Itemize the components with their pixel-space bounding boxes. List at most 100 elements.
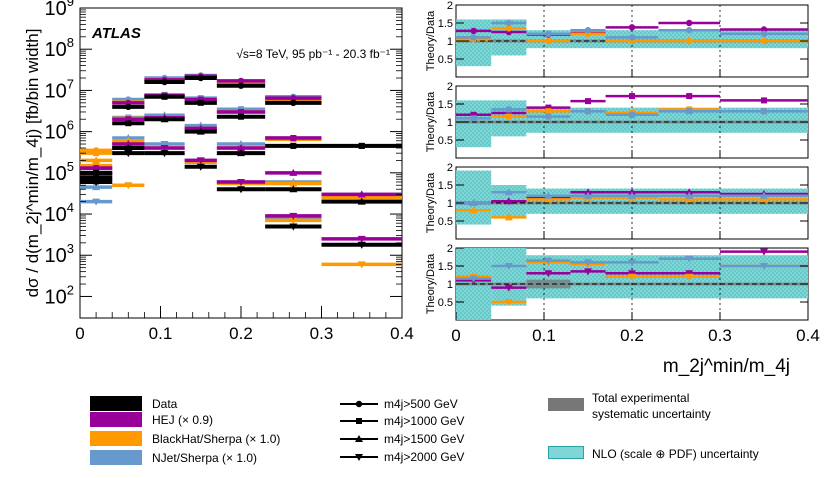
ratio-marker-1-2-0 [470, 115, 477, 122]
ratio-marker-2-0-5 [685, 188, 694, 196]
ratio-marker-1-0-6 [761, 97, 767, 104]
main-marker-1-2-5 [289, 168, 298, 176]
main-xtick-label-3: 0.3 [310, 324, 334, 343]
legend-label-data: Data [152, 397, 178, 411]
main-marker-3-2-0 [92, 183, 101, 191]
ratio-ytick-label-0-3: 2 [447, 0, 453, 12]
main-ytick-label-9: 109 [45, 0, 74, 20]
legend-marker-0 [355, 400, 363, 408]
ratio-panel-2: 0.5 1 1.5 2 Theory/Data [425, 162, 809, 240]
main-marker-1-2-4 [237, 144, 245, 152]
ratio-ytick-label-1-0: 0.5 [438, 135, 453, 147]
ratio-marker-2-2-2 [544, 191, 553, 199]
legend-swatch-blackhat [90, 431, 142, 446]
ratio-marker-1-2-1 [505, 106, 512, 113]
main-marker-0-2-2 [160, 115, 169, 123]
ratio-marker-1-0-1 [505, 110, 512, 116]
ratio-marker-0-2-5 [686, 27, 693, 34]
main-xtick-label-1: 0.1 [149, 324, 173, 343]
ratio-marker-3-0-5 [685, 270, 694, 278]
ratio-marker-3-2-2 [544, 257, 553, 265]
ratio-marker-2-1-2 [544, 195, 553, 203]
main-ytick-label-7: 107 [45, 76, 74, 102]
main-marker-0-1-0 [93, 169, 100, 176]
main-marker-1-2-6 [357, 190, 366, 198]
main-marker-0-2-6 [357, 197, 366, 205]
atlas-label: ATLAS [91, 25, 141, 42]
legend-markers [340, 400, 378, 461]
ratio-marker-0-0-0 [470, 27, 477, 35]
legend-marker-3 [355, 454, 363, 461]
ratio-marker-3-2-5 [685, 255, 694, 263]
ratio-marker-1-2-6 [761, 108, 767, 115]
ratio-xtick-label-4: 0.4 [796, 326, 820, 345]
main-ytick-label-4: 104 [45, 200, 74, 226]
legend-swatch-njet [90, 450, 142, 465]
main-ytick-exp-2: 2 [67, 282, 74, 297]
main-marker-0-1-2 [161, 93, 168, 100]
ratio-ylabel-1: Theory/Data [425, 91, 437, 152]
ratio-marker-3-1-5 [685, 273, 694, 281]
ratio-marker-1-0-4 [629, 93, 635, 100]
main-marker-0-3-6 [357, 241, 366, 249]
legend-swatch-hej [90, 412, 142, 427]
main-ytick-exp-9: 9 [67, 0, 74, 9]
ratio-marker-2-1-1 [504, 213, 513, 221]
main-marker-1-3-5 [289, 212, 298, 220]
main-marker-1-3-6 [357, 235, 366, 243]
ratio-marker-2-1-5 [685, 195, 694, 203]
ratio-ytick-label-0-2: 1.5 [438, 18, 453, 30]
ratio-marker-0-2-0 [470, 34, 477, 41]
legend-label-exp-2: systematic uncertainty [592, 407, 711, 421]
main-ytick-exp-5: 5 [67, 159, 74, 174]
ratio-marker-2-2-5 [685, 191, 694, 199]
nlo-band-0-0 [456, 19, 492, 67]
ratio-marker-0-1-1 [505, 25, 512, 32]
main-marker-0-3-2 [160, 150, 169, 158]
main-marker-2-3-6 [357, 261, 366, 269]
main-marker-0-1-1 [125, 120, 132, 127]
main-marker-2-3-5 [289, 217, 298, 225]
legend-label-hej: HEJ (× 0.9) [152, 413, 214, 427]
main-plot-frame [79, 7, 403, 319]
main-marker-1-3-3 [196, 157, 205, 165]
ratio-ytick-label-2-3: 2 [447, 162, 453, 174]
ratio-marker-2-2-1 [504, 188, 513, 196]
ratio-xtick-label-2: 0.2 [620, 326, 644, 345]
legend-swatch-nlo [548, 446, 584, 459]
main-marker-1-1-4 [238, 108, 244, 115]
ratio-marker-1-2-2 [545, 113, 552, 120]
ratio-marker-0-1-2 [545, 37, 552, 45]
ratio-marker-2-2-0 [469, 199, 478, 206]
legend-label-m1000: m4j>1000 GeV [384, 414, 465, 428]
ratio-marker-1-0-5 [686, 93, 693, 100]
ratio-marker-0-0-5 [686, 19, 693, 27]
main-marker-2-3-1 [124, 182, 133, 190]
ratio-ytick-label-3-0: 0.5 [438, 297, 453, 309]
legend-label-m2000: m4j>2000 GeV [384, 450, 465, 464]
main-marker-3-3-2 [160, 141, 169, 149]
legend-marker-1 [356, 418, 362, 424]
main-ytick-exp-7: 7 [67, 76, 74, 91]
legend-swatch-exp [548, 398, 584, 411]
main-marker-1-1-3 [197, 96, 204, 103]
x-axis-label: m_2j^min/m_4j [663, 356, 790, 377]
nlo-band-1-0 [456, 100, 492, 148]
legend-label-exp-1: Total experimental [592, 391, 690, 405]
ratio-marker-0-2-6 [760, 30, 768, 37]
ratio-marker-3-2-4 [628, 259, 636, 267]
ratio-xtick-label-3: 0.3 [708, 326, 732, 345]
legend-swatch-data [90, 396, 142, 411]
legend-label-m1500: m4j>1500 GeV [384, 432, 465, 446]
main-marker-2-2-0 [92, 156, 101, 164]
main-marker-0-3-3 [196, 163, 205, 171]
main-marker-0-1-5 [290, 142, 297, 149]
ratio-marker-3-1-1 [504, 299, 513, 306]
ratio-ytick-label-3-1: 1 [447, 279, 453, 291]
main-ytick-exp-6: 6 [67, 118, 74, 133]
ratio-xtick-label-0: 0 [451, 326, 460, 345]
ratio-ytick-label-3-2: 1.5 [438, 261, 453, 273]
main-ytick-label-6: 106 [45, 118, 74, 144]
